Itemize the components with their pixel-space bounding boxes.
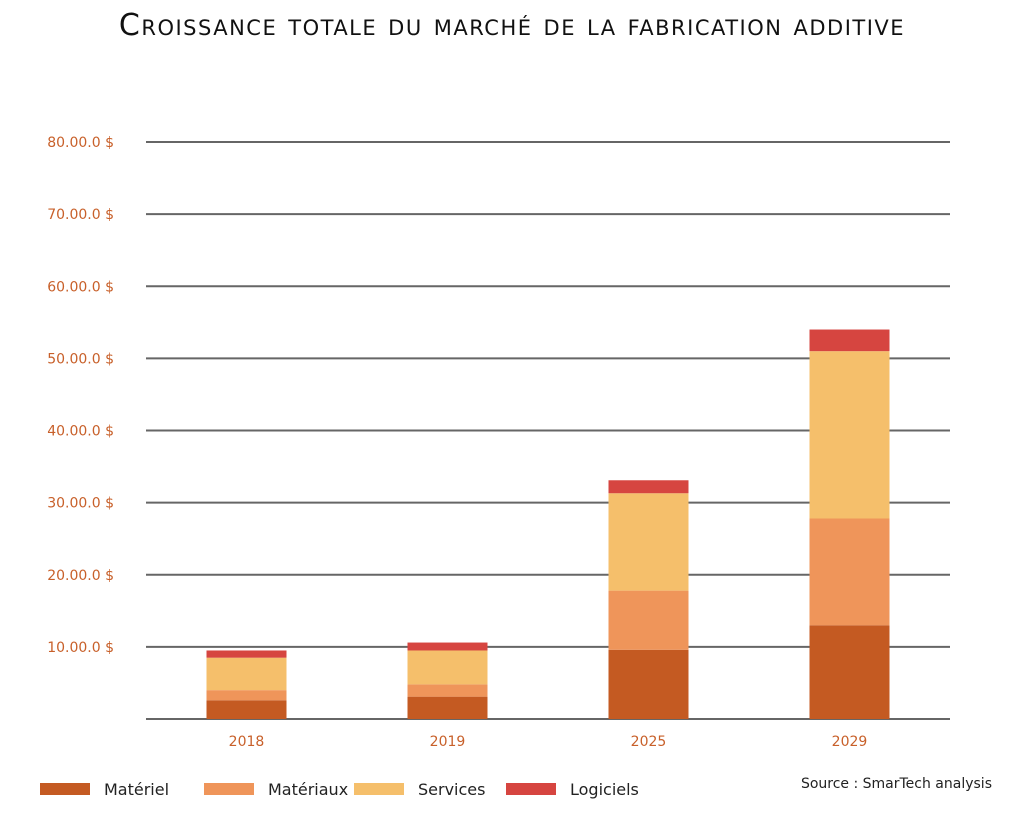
bar-segment bbox=[809, 351, 890, 519]
bar-segment bbox=[608, 590, 689, 650]
legend-item-materiel: Matériel bbox=[40, 776, 169, 802]
y-tick-label: 40.00.0 $ bbox=[47, 424, 114, 440]
legend-item-materiaux: Matériaux bbox=[204, 776, 348, 802]
bar-segment bbox=[407, 650, 488, 685]
legend-item-services: Services bbox=[354, 776, 485, 802]
y-tick-label: 50.00.0 $ bbox=[47, 351, 114, 367]
y-tick-label: 30.00.0 $ bbox=[47, 496, 114, 512]
bar-segment bbox=[407, 642, 488, 651]
y-axis-ticks: 10.00.0 $ 20.00.0 $ 30.00.0 $ 40.00.0 $ 50.0… bbox=[47, 135, 114, 656]
legend-label: Logiciels bbox=[570, 779, 639, 799]
y-tick-label: 10.00.0 $ bbox=[47, 640, 114, 656]
bars bbox=[206, 329, 890, 719]
legend-item-logiciels: Logiciels bbox=[506, 776, 639, 802]
bar-segment bbox=[809, 518, 890, 626]
y-tick-label: 80.00.0 $ bbox=[47, 135, 114, 151]
x-tick-label: 2019 bbox=[430, 734, 466, 750]
bar-segment bbox=[206, 650, 287, 658]
x-tick-label: 2018 bbox=[229, 734, 265, 750]
legend-label: Matériaux bbox=[268, 779, 349, 799]
bar-segment bbox=[407, 696, 488, 719]
y-tick-label: 20.00.0 $ bbox=[47, 568, 114, 584]
legend-swatch bbox=[204, 783, 254, 795]
legend-label: Services bbox=[418, 779, 486, 799]
legend: Matériel Matériaux Services Logiciels bbox=[0, 776, 1024, 802]
legend-swatch bbox=[40, 783, 90, 795]
bar-segment bbox=[608, 480, 689, 494]
bar-segment bbox=[206, 657, 287, 691]
chart-title: Croissance totale du marché de la fabric… bbox=[118, 8, 906, 43]
bar-segment bbox=[608, 493, 689, 591]
stacked-bar-chart: 10.00.0 $ 20.00.0 $ 30.00.0 $ 40.00.0 $ 50.0… bbox=[47, 135, 950, 750]
bar-segment bbox=[608, 649, 689, 719]
legend-swatch bbox=[506, 783, 556, 795]
x-tick-label: 2029 bbox=[832, 734, 868, 750]
legend-swatch bbox=[354, 783, 404, 795]
bar-segment bbox=[809, 329, 890, 352]
bar-segment bbox=[206, 700, 287, 719]
bar-segment bbox=[407, 684, 488, 697]
bar-segment bbox=[206, 690, 287, 701]
x-tick-label: 2025 bbox=[631, 734, 667, 750]
x-axis-ticks: 2018 2019 2025 2029 bbox=[229, 734, 868, 750]
y-tick-label: 70.00.0 $ bbox=[47, 207, 114, 223]
source-note: Source : SmarTech analysis bbox=[800, 776, 992, 792]
bar-segment bbox=[809, 625, 890, 719]
legend-label: Matériel bbox=[104, 779, 170, 799]
y-tick-label: 60.00.0 $ bbox=[47, 279, 114, 295]
